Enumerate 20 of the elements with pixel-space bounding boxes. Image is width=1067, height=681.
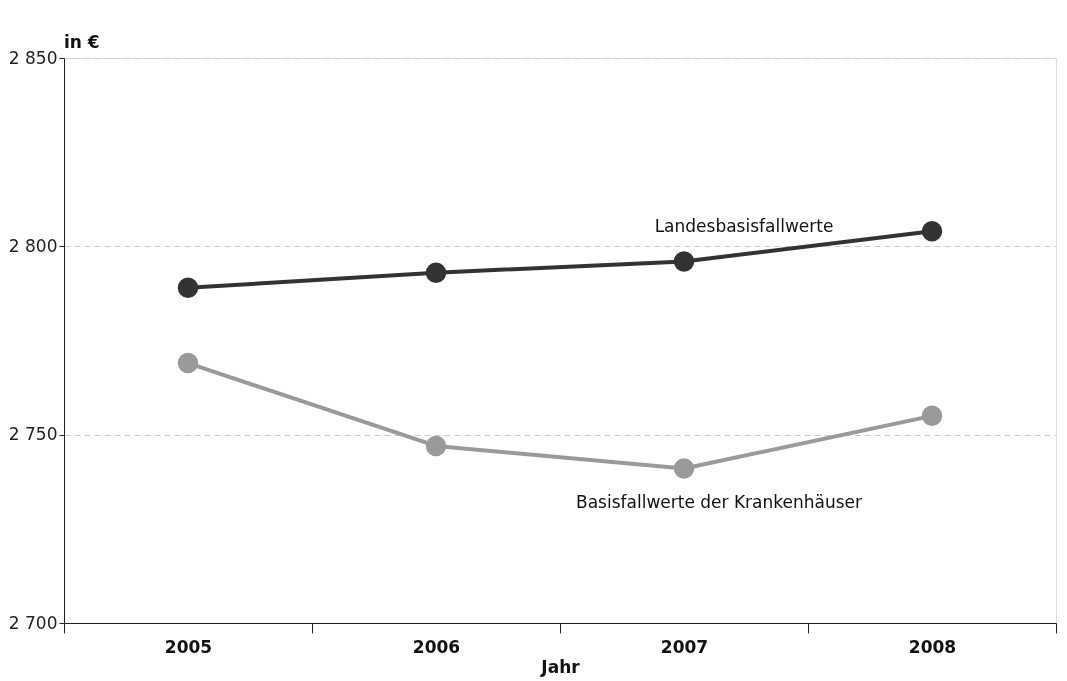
y-axis-title: in € [64,32,100,52]
x-axis-title: Jahr [540,656,581,677]
x-tick-label: 2008 [908,636,957,657]
y-tick-label: 2 700 [8,612,58,633]
point [921,221,943,242]
point [177,277,199,298]
y-tick-label: 2 850 [8,47,58,68]
point [673,458,695,479]
point [425,435,447,457]
point [921,405,943,427]
x-tick-label: 2005 [164,636,213,657]
point [673,251,695,272]
y-tick-label: 2 800 [8,235,58,256]
y-tick-label: 2 750 [8,424,58,445]
x-tick-label: 2006 [412,636,461,657]
point [177,352,199,374]
x-tick-label: 2007 [660,636,709,657]
series-label: Landesbasisfallwerte [654,216,834,237]
series-label: Basisfallwerte der Krankenhäuser [576,491,862,512]
point [425,262,447,283]
